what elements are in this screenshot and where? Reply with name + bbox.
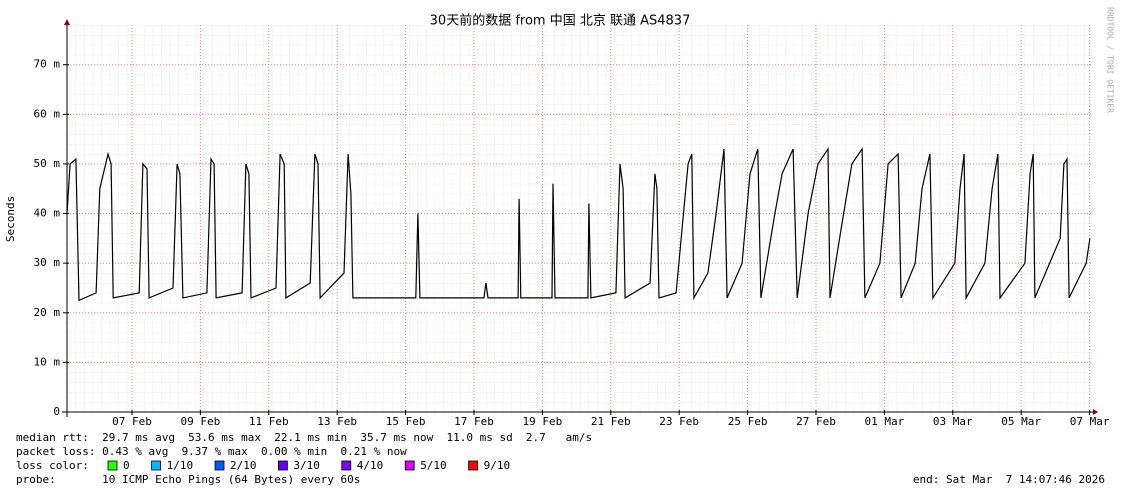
legend: median rtt: 29.7 ms avg 53.6 ms max 22.1… bbox=[16, 431, 1105, 486]
packet-loss: packet loss: 0.43 % avg 9.37 % max 0.00 … bbox=[16, 445, 407, 458]
y-tick-label: 10 m bbox=[34, 355, 61, 368]
rtt-line bbox=[66, 147, 1091, 302]
loss-swatch bbox=[341, 460, 352, 471]
probe: probe: 10 ICMP Echo Pings (64 Bytes) eve… bbox=[16, 473, 360, 486]
loss-color-label: loss color: bbox=[16, 459, 89, 472]
x-tick-label: 03 Mar bbox=[933, 415, 973, 428]
x-tick-label: 19 Feb bbox=[523, 415, 563, 428]
minor-grid bbox=[67, 25, 1093, 412]
loss-swatch-label: 4/10 bbox=[357, 459, 384, 472]
loss-swatch-label: 0 bbox=[123, 459, 130, 472]
loss-swatch-label: 5/10 bbox=[420, 459, 447, 472]
loss-swatch-label: 2/10 bbox=[230, 459, 257, 472]
y-tick-label: 40 m bbox=[34, 207, 61, 220]
x-tick-label: 27 Feb bbox=[796, 415, 836, 428]
loss-swatch bbox=[404, 460, 415, 471]
loss-swatch-label: 9/10 bbox=[484, 459, 511, 472]
grid bbox=[63, 25, 1093, 415]
loss-swatch-label: 3/10 bbox=[293, 459, 320, 472]
x-tick-label: 01 Mar bbox=[865, 415, 905, 428]
x-tick-label: 09 Feb bbox=[181, 415, 221, 428]
x-tick-label: 07 Feb bbox=[112, 415, 152, 428]
loss-swatch bbox=[151, 460, 162, 471]
x-tick-label: 17 Feb bbox=[454, 415, 494, 428]
y-tick-label: 20 m bbox=[34, 306, 61, 319]
y-tick-label: 50 m bbox=[34, 157, 61, 170]
loss-swatch bbox=[107, 460, 118, 471]
side-label: RRDTOOL / TOBI OETIKER bbox=[1106, 7, 1115, 113]
y-tick-label: 70 m bbox=[34, 58, 61, 71]
loss-swatch bbox=[277, 460, 288, 471]
loss-swatch bbox=[468, 460, 479, 471]
x-arrow bbox=[1093, 409, 1098, 415]
median-rtt: median rtt: 29.7 ms avg 53.6 ms max 22.1… bbox=[16, 431, 592, 444]
y-tick-label: 0 bbox=[53, 405, 60, 418]
x-tick-label: 15 Feb bbox=[386, 415, 426, 428]
x-tick-label: 25 Feb bbox=[728, 415, 768, 428]
chart-title: 30天前的数据 from 中国 北京 联通 AS4837 bbox=[430, 13, 691, 29]
x-tick-label: 13 Feb bbox=[317, 415, 357, 428]
y-arrow bbox=[64, 19, 70, 25]
x-tick-label: 05 Mar bbox=[1001, 415, 1041, 428]
x-tick-label: 11 Feb bbox=[249, 415, 289, 428]
loss-swatch bbox=[214, 460, 225, 471]
x-tick-label: 21 Feb bbox=[591, 415, 631, 428]
plot bbox=[66, 147, 1091, 302]
x-tick-label: 07 Mar bbox=[1070, 415, 1110, 428]
y-axis-label: Seconds bbox=[4, 196, 17, 242]
x-tick-label: 23 Feb bbox=[659, 415, 699, 428]
y-tick-label: 30 m bbox=[34, 256, 61, 269]
end-time: end: Sat Mar 7 14:07:46 2026 bbox=[913, 473, 1105, 486]
y-tick-label: 60 m bbox=[34, 107, 61, 120]
loss-swatch-label: 1/10 bbox=[167, 459, 194, 472]
